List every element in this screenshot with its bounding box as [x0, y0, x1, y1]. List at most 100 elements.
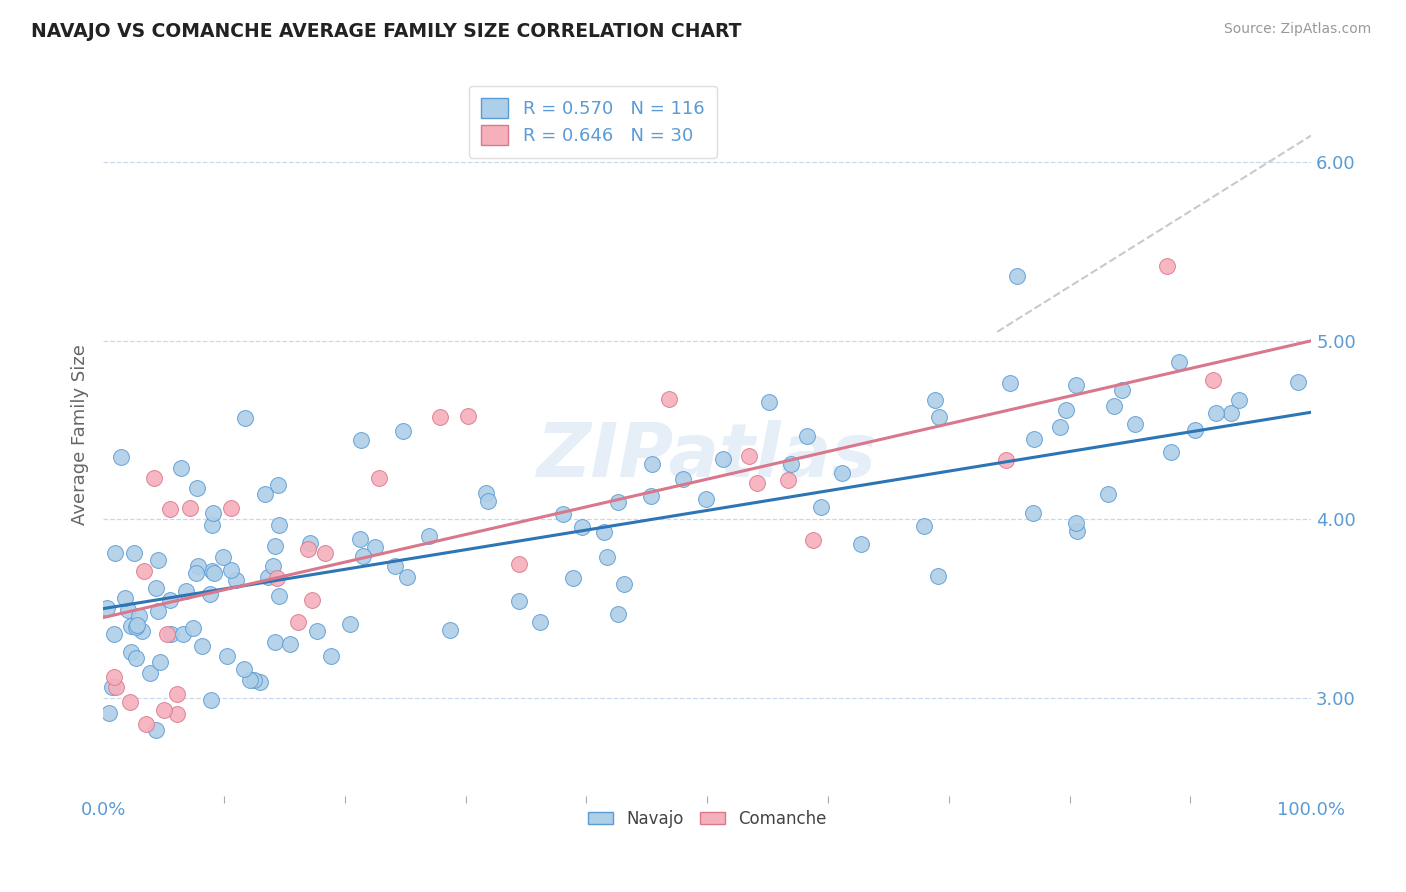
Point	[1205, 406, 1227, 420]
Point	[117, 602, 139, 616]
Point	[1066, 378, 1088, 392]
Point	[745, 476, 768, 491]
Point	[152, 702, 174, 716]
Point	[849, 536, 872, 550]
Point	[122, 545, 145, 559]
Point	[212, 549, 235, 564]
Point	[596, 549, 619, 564]
Point	[239, 673, 262, 687]
Point	[339, 616, 361, 631]
Point	[174, 584, 197, 599]
Point	[200, 586, 222, 600]
Point	[131, 624, 153, 638]
Point	[148, 553, 170, 567]
Point	[758, 394, 780, 409]
Text: NAVAJO VS COMANCHE AVERAGE FAMILY SIZE CORRELATION CHART: NAVAJO VS COMANCHE AVERAGE FAMILY SIZE C…	[31, 22, 741, 41]
Point	[125, 650, 148, 665]
Point	[927, 568, 949, 582]
Point	[364, 540, 387, 554]
Point	[640, 489, 662, 503]
Point	[201, 518, 224, 533]
Point	[266, 571, 288, 585]
Point	[314, 545, 336, 559]
Point	[132, 564, 155, 578]
Point	[249, 675, 271, 690]
Point	[561, 571, 583, 585]
Point	[160, 626, 183, 640]
Point	[384, 559, 406, 574]
Point	[796, 429, 818, 443]
Point	[166, 706, 188, 721]
Point	[924, 392, 946, 407]
Point	[418, 529, 440, 543]
Point	[159, 501, 181, 516]
Point	[1125, 417, 1147, 431]
Point	[607, 607, 630, 622]
Text: Source: ZipAtlas.com: Source: ZipAtlas.com	[1223, 22, 1371, 37]
Point	[145, 723, 167, 738]
Point	[508, 557, 530, 571]
Point	[1097, 486, 1119, 500]
Point	[1184, 423, 1206, 437]
Point	[778, 473, 800, 487]
Point	[232, 662, 254, 676]
Point	[912, 519, 935, 533]
Point	[1111, 383, 1133, 397]
Point	[1227, 392, 1250, 407]
Point	[201, 564, 224, 578]
Point	[172, 627, 194, 641]
Point	[457, 409, 479, 423]
Point	[267, 517, 290, 532]
Point	[191, 639, 214, 653]
Point	[110, 450, 132, 464]
Point	[392, 424, 415, 438]
Point	[148, 604, 170, 618]
Point	[1066, 524, 1088, 538]
Point	[474, 486, 496, 500]
Point	[711, 452, 734, 467]
Point	[299, 536, 322, 550]
Point	[319, 648, 342, 663]
Point	[1102, 399, 1125, 413]
Point	[125, 619, 148, 633]
Point	[179, 501, 201, 516]
Point	[439, 623, 461, 637]
Point	[350, 433, 373, 447]
Point	[166, 687, 188, 701]
Point	[135, 716, 157, 731]
Point	[301, 593, 323, 607]
Point	[810, 500, 832, 514]
Point	[202, 506, 225, 520]
Point	[267, 478, 290, 492]
Point	[200, 693, 222, 707]
Point	[278, 637, 301, 651]
Point	[368, 471, 391, 485]
Point	[186, 566, 208, 580]
Point	[1000, 376, 1022, 390]
Point	[801, 533, 824, 548]
Point	[1160, 444, 1182, 458]
Point	[120, 695, 142, 709]
Point	[170, 461, 193, 475]
Point	[219, 500, 242, 515]
Point	[592, 525, 614, 540]
Point	[103, 626, 125, 640]
Point	[267, 589, 290, 603]
Point	[658, 392, 681, 407]
Point	[1286, 376, 1309, 390]
Point	[145, 581, 167, 595]
Point	[187, 558, 209, 573]
Point	[235, 411, 257, 425]
Point	[396, 570, 419, 584]
Point	[98, 706, 121, 720]
Point	[181, 621, 204, 635]
Point	[305, 624, 328, 639]
Point	[349, 532, 371, 546]
Point	[672, 472, 695, 486]
Point	[143, 471, 166, 485]
Point	[529, 615, 551, 629]
Point	[114, 591, 136, 606]
Point	[1220, 406, 1243, 420]
Point	[995, 452, 1018, 467]
Point	[1049, 420, 1071, 434]
